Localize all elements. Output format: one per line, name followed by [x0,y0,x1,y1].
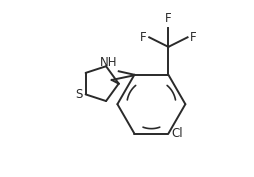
Text: F: F [165,12,172,25]
Text: F: F [190,31,197,44]
Text: S: S [75,88,83,101]
Text: NH: NH [100,56,118,69]
Text: Cl: Cl [171,127,183,140]
Text: F: F [140,31,147,44]
